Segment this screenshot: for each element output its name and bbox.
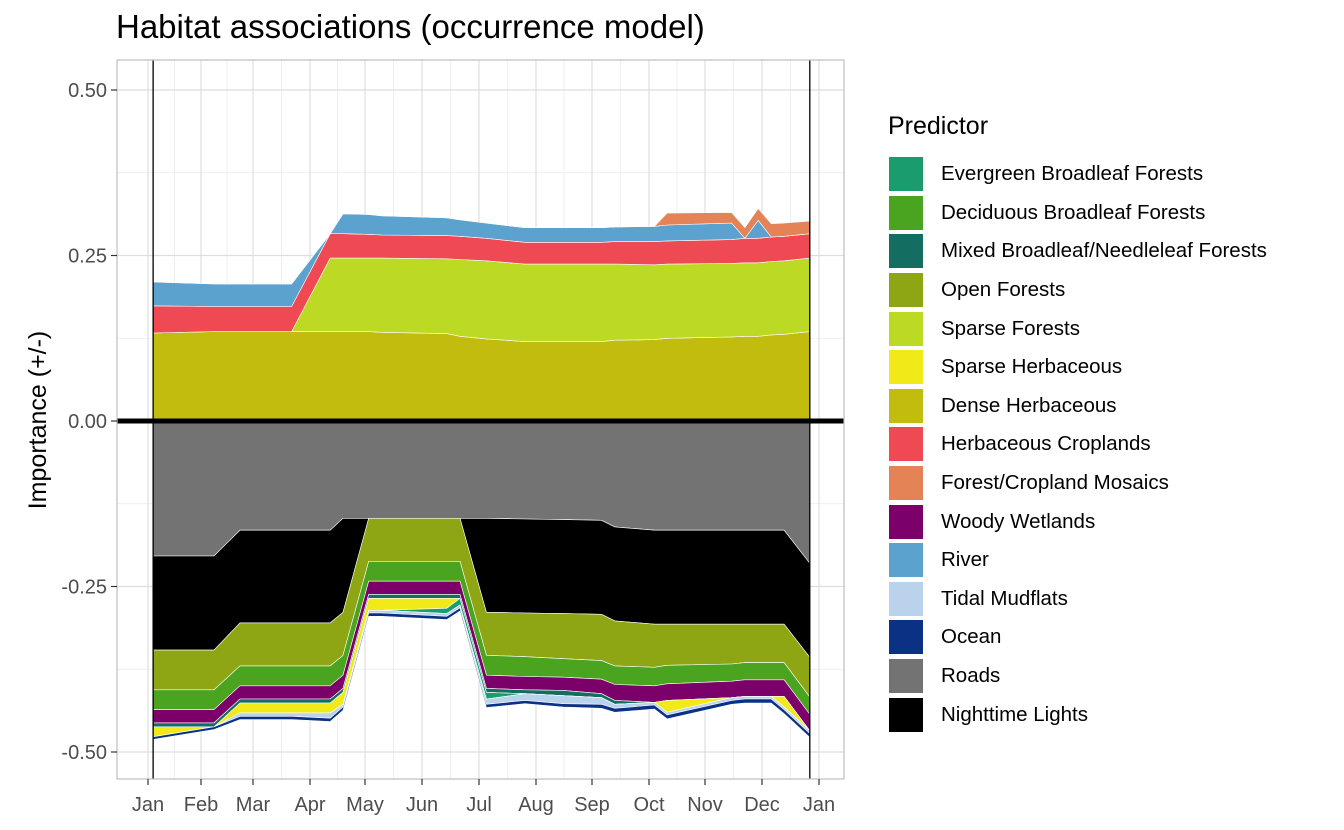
legend-key bbox=[888, 696, 924, 733]
legend-label: Deciduous Broadleaf Forests bbox=[941, 200, 1206, 224]
x-tick-label: Jun bbox=[406, 794, 438, 816]
legend-key bbox=[888, 310, 924, 347]
legend: Predictor Evergreen Broadleaf Forests Dec… bbox=[888, 112, 1267, 734]
x-tick-label: Jul bbox=[466, 794, 492, 816]
x-tick-label: Mar bbox=[236, 794, 271, 816]
legend-key bbox=[888, 194, 924, 231]
legend-key bbox=[888, 503, 924, 540]
legend-label: Herbaceous Croplands bbox=[941, 432, 1151, 456]
legend-key bbox=[888, 465, 924, 502]
legend-key bbox=[888, 349, 924, 386]
y-tick-label: -0.50 bbox=[61, 742, 107, 764]
legend-label: Open Forests bbox=[941, 278, 1066, 302]
x-tick-label: May bbox=[346, 794, 384, 816]
panel-border bbox=[116, 59, 845, 780]
legend-label: Dense Herbaceous bbox=[941, 393, 1117, 417]
legend-label: Ocean bbox=[941, 625, 1002, 649]
legend-item: Nighttime Lights bbox=[888, 695, 1267, 734]
legend-title: Predictor bbox=[888, 112, 989, 140]
legend-item: Deciduous Broadleaf Forests bbox=[888, 194, 1267, 233]
legend-item: Dense Herbaceous bbox=[888, 387, 1267, 426]
legend-key bbox=[888, 272, 924, 309]
x-tick-label: Sep bbox=[574, 794, 610, 816]
legend-item: Mixed Broadleaf/Needleleaf Forests bbox=[888, 232, 1267, 271]
legend-label: Tidal Mudflats bbox=[941, 586, 1068, 610]
chart-title: Habitat associations (occurrence model) bbox=[116, 8, 705, 45]
legend-item: River bbox=[888, 541, 1267, 580]
x-tick-label: Apr bbox=[294, 794, 325, 816]
legend-item: Herbaceous Croplands bbox=[888, 425, 1267, 464]
y-tick-label: -0.25 bbox=[61, 577, 107, 599]
y-tick-label: 0.50 bbox=[68, 80, 107, 102]
legend-items: Evergreen Broadleaf Forests Deciduous Bro… bbox=[888, 155, 1267, 734]
legend-key bbox=[888, 387, 924, 424]
legend-label: Woody Wetlands bbox=[941, 509, 1096, 533]
area-dense-herbaceous bbox=[152, 331, 811, 422]
legend-key bbox=[888, 233, 924, 270]
legend-item: Open Forests bbox=[888, 271, 1267, 310]
x-tick-label: Jan bbox=[132, 794, 164, 816]
x-tick-label: Oct bbox=[633, 794, 665, 816]
legend-key bbox=[888, 580, 924, 617]
legend-item: Tidal Mudflats bbox=[888, 580, 1267, 619]
x-tick-label: Dec bbox=[744, 794, 780, 816]
legend-item: Evergreen Broadleaf Forests bbox=[888, 155, 1267, 194]
legend-label: Sparse Forests bbox=[941, 316, 1080, 340]
legend-key bbox=[888, 156, 924, 193]
legend-label: Forest/Cropland Mosaics bbox=[941, 471, 1169, 495]
legend-label: Sparse Herbaceous bbox=[941, 355, 1123, 379]
legend-item: Sparse Forests bbox=[888, 309, 1267, 348]
x-tick-label: Jan bbox=[803, 794, 835, 816]
legend-item: Sparse Herbaceous bbox=[888, 348, 1267, 387]
legend-label: Evergreen Broadleaf Forests bbox=[941, 162, 1204, 186]
y-axis-label: Importance (+/-) bbox=[24, 331, 52, 510]
stacked-areas bbox=[152, 208, 811, 740]
y-tick-label: 0.25 bbox=[68, 246, 107, 268]
legend-label: Mixed Broadleaf/Needleleaf Forests bbox=[941, 239, 1267, 263]
y-tick-label: 0.00 bbox=[68, 411, 107, 433]
legend-item: Roads bbox=[888, 657, 1267, 696]
legend-key bbox=[888, 658, 924, 695]
axes: 0.50 0.25 0.00 -0.25 -0.50 Jan Feb Mar Apr May Jun… bbox=[61, 80, 835, 816]
x-tick-label: Nov bbox=[687, 794, 723, 816]
x-tick-label: Feb bbox=[184, 794, 218, 816]
x-tick-label: Aug bbox=[518, 794, 554, 816]
legend-item: Woody Wetlands bbox=[888, 502, 1267, 541]
chart-plot: 0.50 0.25 0.00 -0.25 -0.50 Jan Feb Mar Apr May Jun… bbox=[24, 59, 845, 816]
legend-label: River bbox=[941, 548, 989, 572]
legend-key bbox=[888, 619, 924, 656]
legend-item: Forest/Cropland Mosaics bbox=[888, 464, 1267, 503]
legend-item: Ocean bbox=[888, 618, 1267, 657]
legend-key bbox=[888, 542, 924, 579]
legend-key bbox=[888, 426, 924, 463]
legend-label: Roads bbox=[941, 664, 1001, 688]
legend-label: Nighttime Lights bbox=[941, 702, 1088, 726]
reference-lines bbox=[116, 59, 845, 780]
